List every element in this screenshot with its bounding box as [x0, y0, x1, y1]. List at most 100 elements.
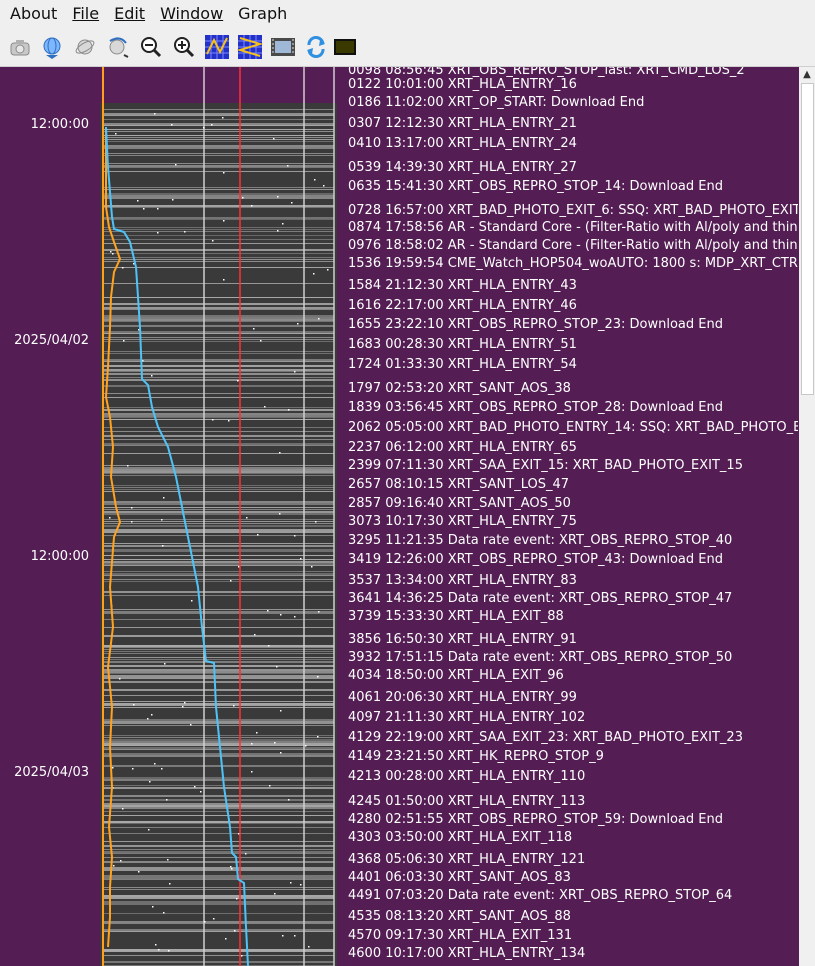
event-item[interactable]: 2399 07:11:30 XRT_SAA_EXIT_15: XRT_BAD_P…: [348, 458, 743, 473]
menu-edit[interactable]: Edit: [114, 4, 146, 23]
strip-band: [104, 123, 334, 125]
refresh-icon[interactable]: [302, 33, 330, 61]
event-item[interactable]: 3295 11:21:35 Data rate event: XRT_OBS_R…: [348, 533, 733, 548]
event-item[interactable]: 0307 12:12:30 XRT_HLA_ENTRY_21: [348, 116, 577, 131]
film-icon[interactable]: [269, 33, 297, 61]
time-label: 12:00:00: [30, 117, 89, 132]
event-item[interactable]: 4570 09:17:30 XRT_HLA_EXIT_131: [348, 928, 573, 943]
scroll-thumb[interactable]: [801, 83, 814, 395]
strip-band: [104, 359, 334, 361]
speck: [133, 263, 135, 265]
strip-band: [104, 861, 334, 863]
strip-band: [104, 331, 334, 333]
strip-band: [104, 725, 334, 726]
event-item[interactable]: 1683 00:28:30 XRT_HLA_ENTRY_51: [348, 337, 577, 352]
zoom-in-icon[interactable]: [170, 33, 198, 61]
blue-trace: [105, 126, 249, 966]
speck: [288, 799, 290, 801]
event-item[interactable]: 4600 10:17:00 XRT_HLA_ENTRY_134: [348, 946, 586, 961]
event-item[interactable]: 3641 14:36:25 Data rate event: XRT_OBS_R…: [348, 591, 733, 606]
event-item[interactable]: 3419 12:26:00 XRT_OBS_REPRO_STOP_43: Dow…: [348, 552, 723, 567]
strip-band: [104, 413, 334, 415]
speck: [277, 196, 279, 198]
event-item[interactable]: 4535 08:13:20 XRT_SANT_AOS_88: [348, 909, 571, 924]
event-item[interactable]: 4097 21:11:30 XRT_HLA_ENTRY_102: [348, 710, 586, 725]
event-item[interactable]: 1797 02:53:20 XRT_SANT_AOS_38: [348, 381, 571, 396]
timeline-graph: [100, 67, 337, 966]
strip-band: [104, 849, 334, 850]
speck: [175, 164, 177, 166]
strip-band: [104, 803, 334, 805]
speck: [171, 124, 173, 126]
event-item[interactable]: 1536 19:59:54 CME_Watch_HOP504_woAUTO: 1…: [348, 256, 798, 271]
event-item[interactable]: 3932 17:51:15 Data rate event: XRT_OBS_R…: [348, 650, 733, 665]
globe-arrow-icon[interactable]: [104, 33, 132, 61]
zoom-out-icon[interactable]: [137, 33, 165, 61]
event-item[interactable]: 4034 18:50:00 XRT_HLA_EXIT_96: [348, 668, 564, 683]
event-item[interactable]: 1655 23:22:10 XRT_OBS_REPRO_STOP_23: Dow…: [348, 317, 723, 332]
speck: [115, 133, 117, 135]
menu-graph[interactable]: Graph: [238, 4, 288, 23]
event-item[interactable]: 0635 15:41:30 XRT_OBS_REPRO_STOP_14: Dow…: [348, 179, 723, 194]
event-item[interactable]: 0186 11:02:00 XRT_OP_START: Download End: [348, 95, 645, 110]
strip-band: [104, 749, 334, 750]
event-item[interactable]: 4401 06:03:30 XRT_SANT_AOS_83: [348, 870, 571, 885]
strip-band: [104, 815, 334, 816]
globe-tilt-icon[interactable]: [71, 33, 99, 61]
strip-band: [104, 259, 334, 260]
event-item[interactable]: 1616 22:17:00 XRT_HLA_ENTRY_46: [348, 298, 577, 313]
event-item[interactable]: 0539 14:39:30 XRT_HLA_ENTRY_27: [348, 160, 577, 175]
event-item[interactable]: 3856 16:50:30 XRT_HLA_ENTRY_91: [348, 632, 577, 647]
strip-band: [104, 415, 334, 417]
event-item[interactable]: 0976 18:58:02 AR - Standard Core - (Filt…: [348, 238, 798, 253]
speck: [113, 865, 115, 867]
event-item[interactable]: 1839 03:56:45 XRT_OBS_REPRO_STOP_28: Dow…: [348, 400, 723, 415]
strip-band: [104, 297, 334, 298]
speck: [294, 371, 296, 373]
strip-band: [104, 777, 334, 779]
event-item[interactable]: 0098 08:56:45 XRT_OBS_REPRO_STOP_last: X…: [348, 67, 745, 78]
timeline-strip[interactable]: [100, 67, 337, 966]
event-item[interactable]: 4213 00:28:00 XRT_HLA_ENTRY_110: [348, 769, 586, 784]
event-item[interactable]: 3073 10:17:30 XRT_HLA_ENTRY_75: [348, 514, 577, 529]
speck: [119, 678, 121, 680]
event-item[interactable]: 1584 21:12:30 XRT_HLA_ENTRY_43: [348, 278, 577, 293]
event-item[interactable]: 4280 02:51:55 XRT_OBS_REPRO_STOP_59: Dow…: [348, 812, 723, 827]
strip-band: [104, 257, 334, 258]
grid-fit-icon[interactable]: [203, 33, 231, 61]
menu-window[interactable]: Window: [160, 4, 224, 23]
event-item[interactable]: 3739 15:33:30 XRT_HLA_EXIT_88: [348, 609, 564, 624]
globe-down-icon[interactable]: [38, 33, 66, 61]
menu-about[interactable]: About: [10, 4, 58, 23]
strip-band: [104, 131, 334, 132]
event-item[interactable]: 4129 22:19:00 XRT_SAA_EXIT_23: XRT_BAD_P…: [348, 730, 743, 745]
camera-icon[interactable]: [6, 33, 34, 61]
strip-band: [104, 581, 334, 582]
menu-file[interactable]: File: [72, 4, 100, 23]
event-item[interactable]: 2857 09:16:40 XRT_SANT_AOS_50: [348, 496, 571, 511]
event-item[interactable]: 2062 05:05:00 XRT_BAD_PHOTO_ENTRY_14: SS…: [348, 420, 798, 435]
event-item[interactable]: 4303 03:50:00 XRT_HLA_EXIT_118: [348, 830, 573, 845]
event-item[interactable]: 4368 05:06:30 XRT_HLA_ENTRY_121: [348, 852, 586, 867]
event-item[interactable]: 4245 01:50:00 XRT_HLA_ENTRY_113: [348, 794, 586, 809]
event-item[interactable]: 1724 01:33:30 XRT_HLA_ENTRY_54: [348, 357, 577, 372]
event-item[interactable]: 4491 07:03:20 Data rate event: XRT_OBS_R…: [348, 888, 733, 903]
event-item[interactable]: 0410 13:17:00 XRT_HLA_ENTRY_24: [348, 136, 577, 151]
strip-band: [104, 129, 334, 130]
event-item[interactable]: 2237 06:12:00 XRT_HLA_ENTRY_65: [348, 440, 577, 455]
speck: [191, 600, 193, 602]
scroll-up-icon[interactable]: ▲: [803, 68, 811, 80]
event-item[interactable]: 3537 13:34:00 XRT_HLA_ENTRY_83: [348, 573, 577, 588]
event-list[interactable]: 0098 08:56:45 XRT_OBS_REPRO_STOP_last: X…: [340, 67, 798, 966]
event-item[interactable]: 0728 16:57:00 XRT_BAD_PHOTO_EXIT_6: SSQ:…: [348, 203, 798, 218]
event-item[interactable]: 0122 10:01:00 XRT_HLA_ENTRY_16: [348, 77, 577, 92]
event-item[interactable]: 0874 17:58:56 AR - Standard Core - (Filt…: [348, 220, 798, 235]
grid-zigzag-icon[interactable]: [236, 33, 264, 61]
event-item[interactable]: 4061 20:06:30 XRT_HLA_ENTRY_99: [348, 690, 577, 705]
vertical-scrollbar[interactable]: ▲: [799, 67, 815, 966]
event-item[interactable]: 4149 23:21:50 XRT_HK_REPRO_STOP_9: [348, 749, 604, 764]
color-box-icon[interactable]: [331, 33, 359, 61]
strip-band: [104, 785, 334, 786]
event-item[interactable]: 2657 08:10:15 XRT_SANT_LOS_47: [348, 477, 570, 492]
speck: [280, 752, 282, 754]
